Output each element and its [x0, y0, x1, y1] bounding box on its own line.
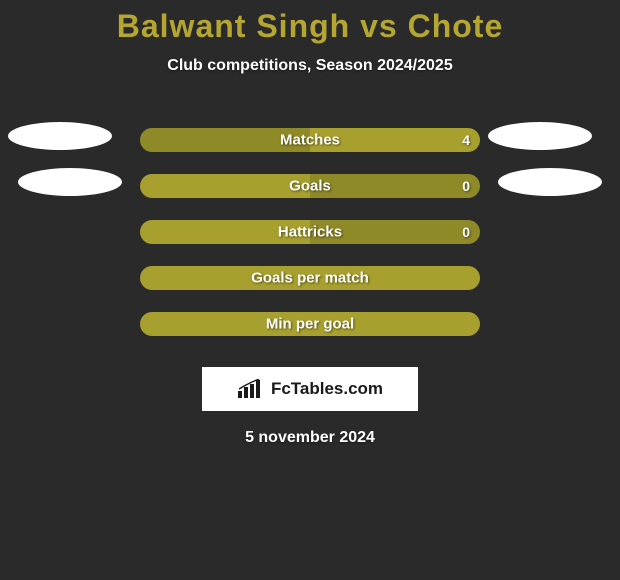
- stat-bar: Hattricks0: [140, 220, 480, 244]
- stat-bar: Matches4: [140, 128, 480, 152]
- stat-bar: Goals0: [140, 174, 480, 198]
- page-container: Balwant Singh vs Chote Club competitions…: [0, 0, 620, 447]
- footer-date: 5 november 2024: [0, 429, 620, 447]
- comparison-row: Goals0: [0, 163, 620, 209]
- stat-bar-left: [140, 312, 480, 336]
- page-title: Balwant Singh vs Chote: [0, 8, 620, 45]
- player-left-marker: [8, 122, 112, 150]
- comparison-rows: Matches4 Goals0 Hattricks0 Goals per match M…: [0, 117, 620, 347]
- stat-value: 0: [462, 224, 470, 240]
- stat-bar-right: [310, 128, 480, 152]
- stat-value: 4: [462, 132, 470, 148]
- comparison-row: Goals per match: [0, 255, 620, 301]
- logo-box: FcTables.com: [202, 367, 418, 411]
- stat-bar-right: [310, 220, 480, 244]
- stat-value: 0: [462, 178, 470, 194]
- comparison-row: Hattricks0: [0, 209, 620, 255]
- player-left-marker: [18, 168, 122, 196]
- comparison-row: Matches4: [0, 117, 620, 163]
- comparison-row: Min per goal: [0, 301, 620, 347]
- logo-inner: FcTables.com: [237, 379, 383, 399]
- stat-bar-left: [140, 128, 310, 152]
- logo-text: FcTables.com: [271, 379, 383, 399]
- stat-bar-left: [140, 266, 480, 290]
- page-subtitle: Club competitions, Season 2024/2025: [0, 57, 620, 75]
- stat-bar: Goals per match: [140, 266, 480, 290]
- stat-bar-left: [140, 220, 310, 244]
- player-right-marker: [498, 168, 602, 196]
- logo-chart-icon: [237, 379, 265, 399]
- stat-bar: Min per goal: [140, 312, 480, 336]
- stat-bar-right: [310, 174, 480, 198]
- stat-bar-left: [140, 174, 310, 198]
- player-right-marker: [488, 122, 592, 150]
